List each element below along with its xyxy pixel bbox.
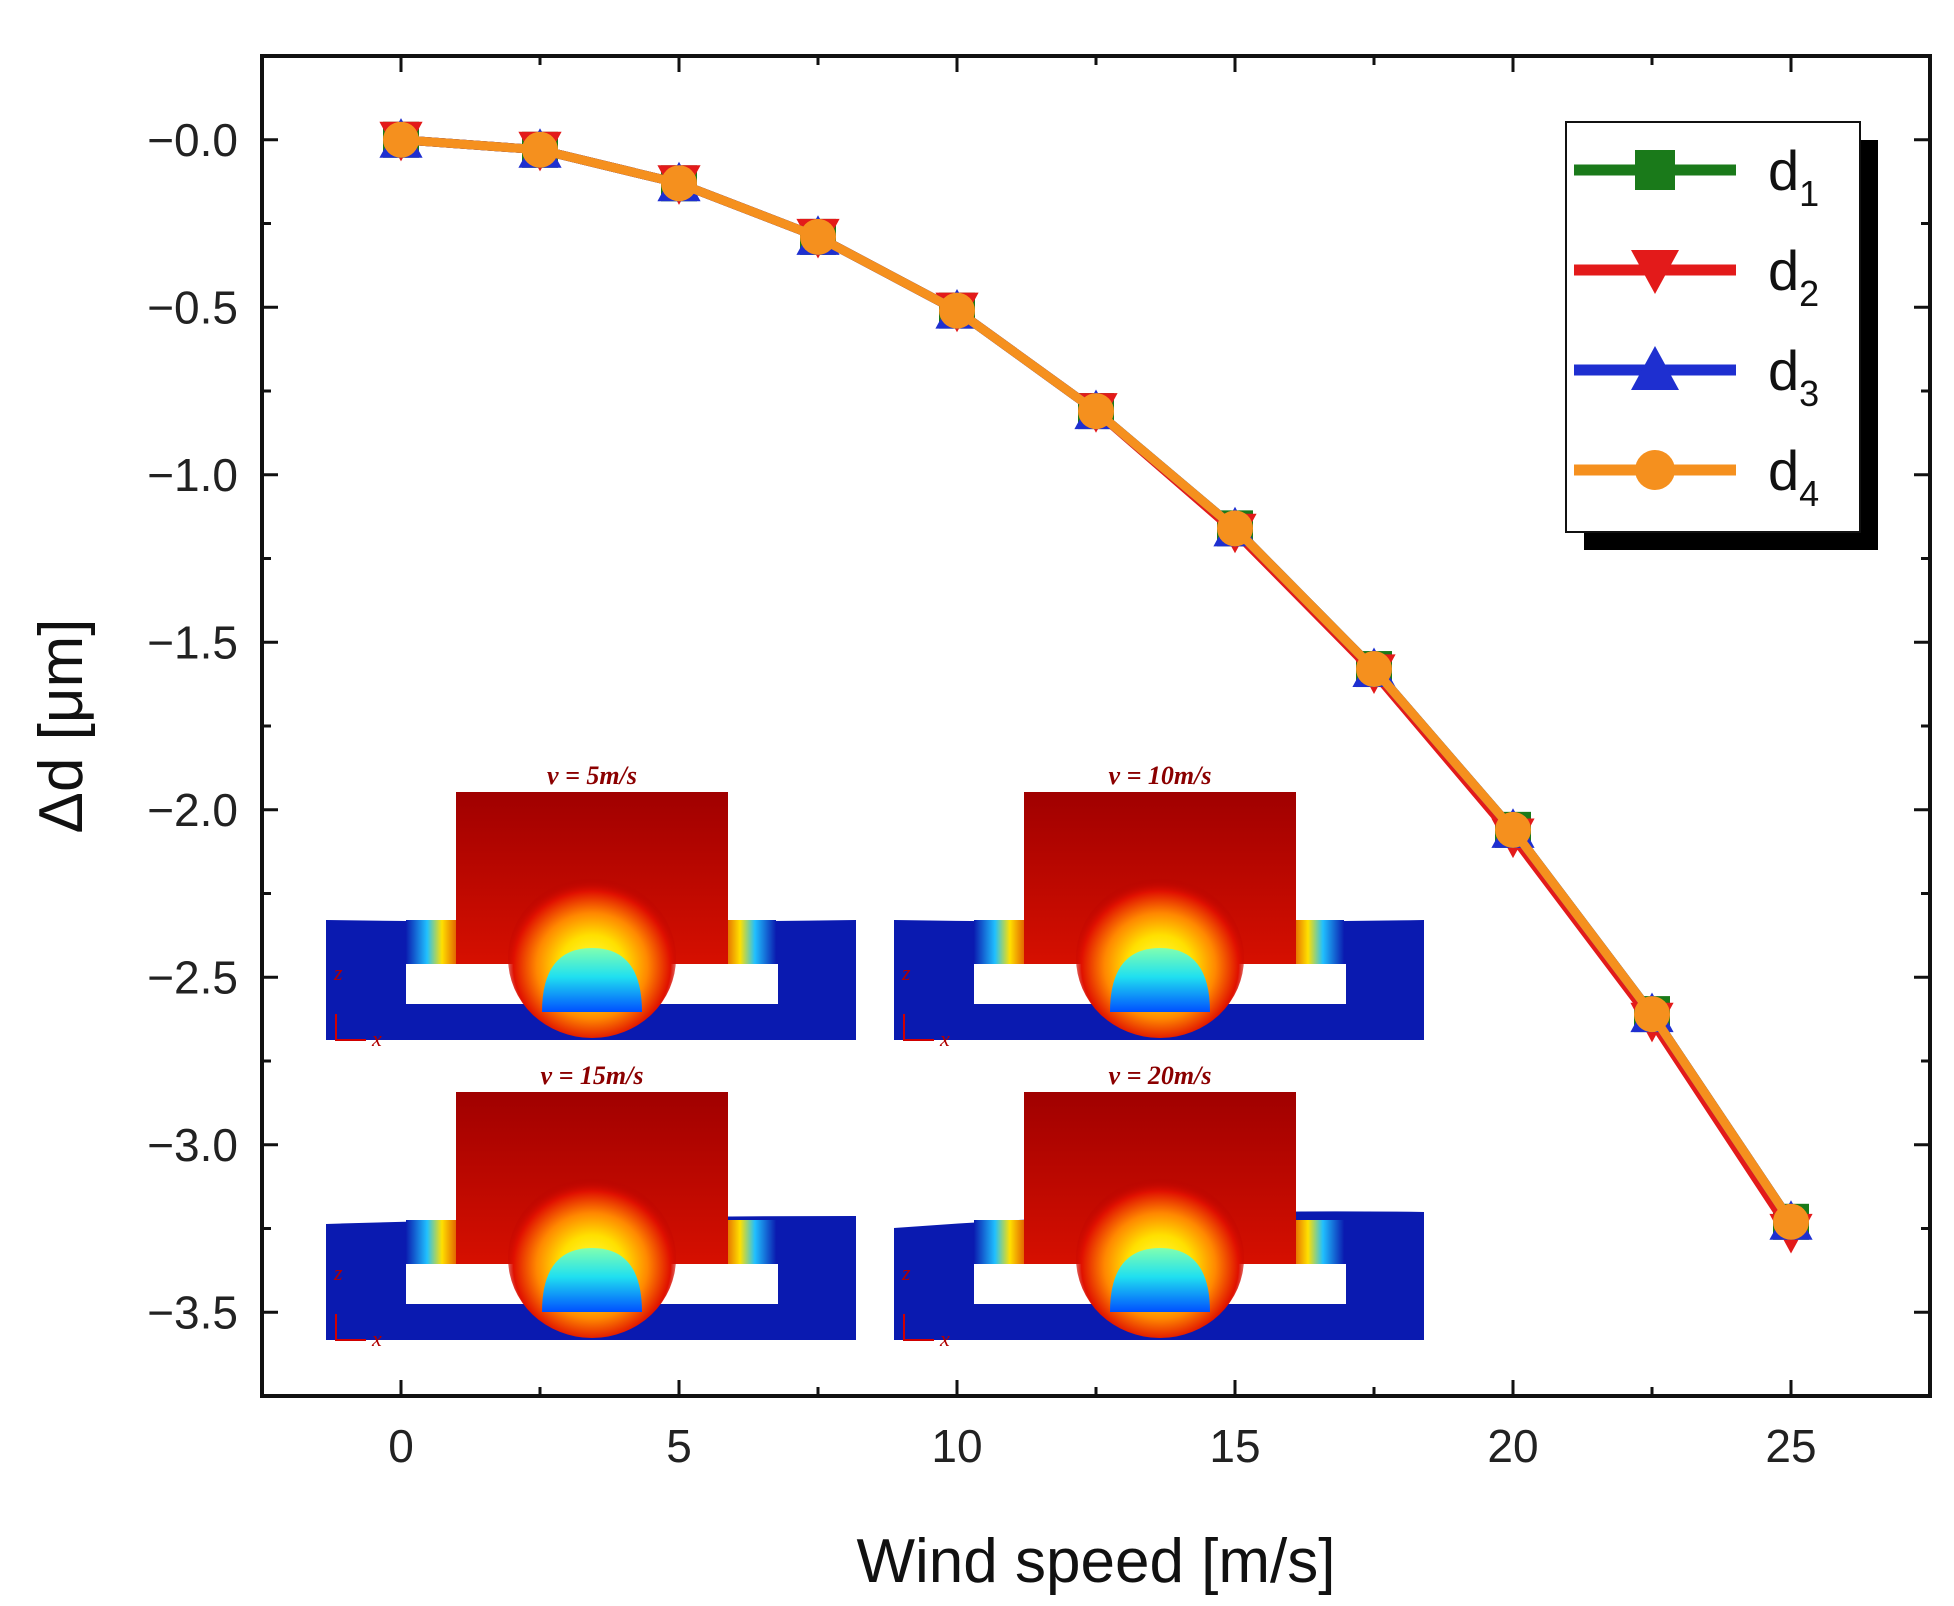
inset-x-label: x xyxy=(371,1326,382,1351)
legend-label: d4 xyxy=(1768,439,1819,514)
data-point xyxy=(1078,393,1114,430)
axis-indicator xyxy=(903,1014,934,1041)
y-tick-label: −3.5 xyxy=(147,1286,238,1338)
legend-entry: d3 xyxy=(1574,339,1819,414)
legend-entry: d2 xyxy=(1574,239,1819,314)
x-tick-label: 0 xyxy=(388,1420,414,1472)
data-point xyxy=(1631,250,1679,294)
inset-x-label: x xyxy=(939,1026,950,1051)
axis-indicator xyxy=(903,1314,934,1341)
inset-x-label: x xyxy=(939,1326,950,1351)
data-point xyxy=(1631,346,1679,390)
series-layer xyxy=(379,118,1813,1254)
inset-panel: z x v = 5m/s xyxy=(326,761,856,1051)
inset-z-label: z xyxy=(333,960,343,985)
y-tick-label: −0.5 xyxy=(147,281,238,333)
data-point xyxy=(661,165,697,202)
legend-entry: d1 xyxy=(1574,139,1819,214)
y-axis-ticks: −0.0 −0.5 −1.0 −1.5 −2.0 −2.5 −3.0 −3.5 xyxy=(147,114,1930,1338)
data-point xyxy=(1635,450,1675,490)
data-point xyxy=(1495,811,1531,848)
axis-indicator xyxy=(335,1014,366,1041)
inset-panel: z x v = 20m/s xyxy=(894,1061,1424,1351)
x-axis-ticks: 0 5 10 15 20 25 xyxy=(388,56,1817,1472)
data-point xyxy=(1356,651,1392,688)
x-tick-label: 20 xyxy=(1487,1420,1538,1472)
inset-title: v = 10m/s xyxy=(1109,761,1212,790)
axis-indicator xyxy=(335,1314,366,1341)
inset-x-label: x xyxy=(371,1026,382,1051)
dome xyxy=(1110,948,1210,1012)
dome xyxy=(1110,1248,1210,1312)
series-d4 xyxy=(383,121,1809,1240)
inset-title: v = 20m/s xyxy=(1109,1061,1212,1090)
y-tick-label: −0.0 xyxy=(147,114,238,166)
x-tick-label: 25 xyxy=(1765,1420,1816,1472)
x-tick-label: 10 xyxy=(931,1420,982,1472)
x-axis-title: Wind speed [m/s] xyxy=(857,1527,1336,1596)
data-point xyxy=(1635,150,1675,190)
inset-simulations: z x v = 5m/s z x v = 10m/s z x v = 15m/s z x v = 20… xyxy=(326,761,1424,1351)
x-tick-label: 15 xyxy=(1209,1420,1260,1472)
inset-z-label: z xyxy=(901,1260,911,1285)
x-tick-label: 5 xyxy=(666,1420,692,1472)
legend-label: d1 xyxy=(1768,139,1819,214)
legend-entry: d4 xyxy=(1574,439,1819,514)
y-tick-label: −2.5 xyxy=(147,951,238,1003)
legend-label: d3 xyxy=(1768,339,1819,414)
inset-title: v = 5m/s xyxy=(547,761,637,790)
y-tick-label: −3.0 xyxy=(147,1119,238,1171)
inset-z-label: z xyxy=(901,960,911,985)
inset-title: v = 15m/s xyxy=(541,1061,644,1090)
legend: d1 d2 d3 d4 xyxy=(1565,121,1878,550)
y-tick-label: −2.0 xyxy=(147,784,238,836)
data-point xyxy=(1217,510,1253,547)
y-axis-title: Δd [μm] xyxy=(27,619,96,834)
inset-z-label: z xyxy=(333,1260,343,1285)
y-tick-label: −1.5 xyxy=(147,616,238,668)
inset-panel: z x v = 10m/s xyxy=(894,761,1424,1051)
data-point xyxy=(939,292,975,329)
y-tick-label: −1.0 xyxy=(147,449,238,501)
dome xyxy=(542,948,642,1012)
legend-label: d2 xyxy=(1768,239,1819,314)
data-point xyxy=(383,121,419,158)
inset-panel: z x v = 15m/s xyxy=(326,1061,856,1351)
data-point xyxy=(522,131,558,168)
legend-box xyxy=(1565,121,1861,533)
data-point xyxy=(1773,1203,1809,1240)
dome xyxy=(542,1248,642,1312)
data-point xyxy=(800,218,836,255)
data-point xyxy=(1634,996,1670,1033)
